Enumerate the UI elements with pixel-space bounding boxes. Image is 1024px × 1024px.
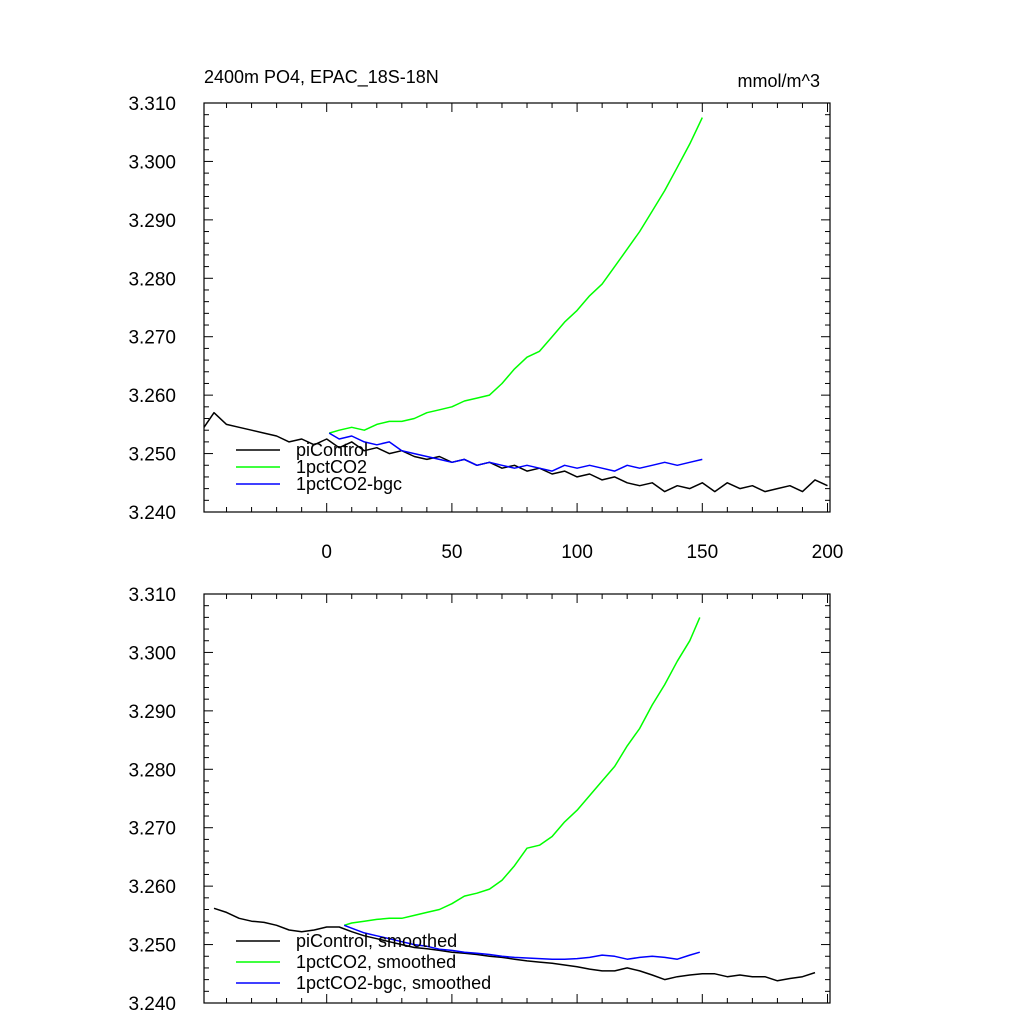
legend-label: piControl <box>296 440 368 460</box>
y-tick-label: 3.290 <box>128 211 176 232</box>
x-tick-label: 50 <box>441 542 462 563</box>
series-line-1 <box>213 907 816 982</box>
y-tick-label: 3.280 <box>128 269 176 290</box>
y-tick-label: 3.260 <box>128 877 176 898</box>
series-line-2 <box>328 117 703 434</box>
series-line-3 <box>343 924 701 960</box>
legend-label: 1pctCO2, smoothed <box>296 952 456 972</box>
legend-label: 1pctCO2-bgc <box>296 474 402 494</box>
y-tick-label: 3.240 <box>128 994 176 1015</box>
x-tick-label: 0 <box>321 542 332 563</box>
y-tick-label: 3.240 <box>128 503 176 524</box>
top-panel: 3.240 3.250 3.260 3.270 3.280 3.290 3.300 3.310… <box>128 94 843 563</box>
legend-label: 1pctCO2-bgc, smoothed <box>296 973 491 993</box>
y-tick-label: 3.310 <box>128 585 176 606</box>
x-tick-label: 200 <box>812 542 844 563</box>
series-line-3 <box>328 432 703 472</box>
x-tick-label: 150 <box>686 542 718 563</box>
y-tick-label: 3.250 <box>128 445 176 466</box>
plot-frame <box>203 593 831 1004</box>
series-line-2 <box>343 617 701 927</box>
y-tick-label: 3.280 <box>128 760 176 781</box>
y-tick-label: 3.310 <box>128 94 176 115</box>
y-tick-label: 3.270 <box>128 328 176 349</box>
series-line-1 <box>203 411 828 493</box>
chart-title: 2400m PO4, EPAC_18S-18N <box>204 67 439 88</box>
bottom-panel: 3.240 3.250 3.260 3.270 3.280 3.290 3.300 3.310… <box>128 585 831 1015</box>
legend-label: 1pctCO2 <box>296 457 367 477</box>
y-tick-label: 3.290 <box>128 702 176 723</box>
y-tick-label: 3.300 <box>128 643 176 664</box>
y-tick-label: 3.300 <box>128 152 176 173</box>
y-tick-label: 3.250 <box>128 936 176 957</box>
y-tick-label: 3.270 <box>128 819 176 840</box>
plot-frame <box>203 102 831 513</box>
y-tick-label: 3.260 <box>128 386 176 407</box>
units-label: mmol/m^3 <box>738 71 820 91</box>
x-tick-label: 100 <box>561 542 593 563</box>
legend-label: piControl, smoothed <box>296 931 457 951</box>
